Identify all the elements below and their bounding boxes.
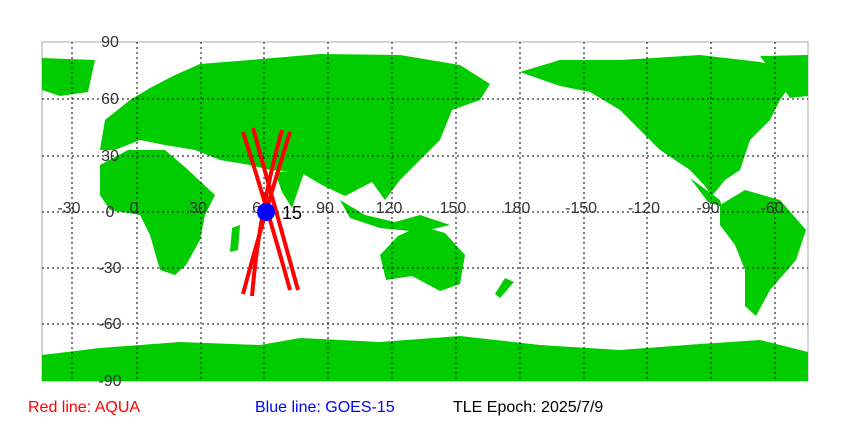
longitude-label: -150 xyxy=(565,200,597,217)
north-america xyxy=(520,55,800,196)
central-america xyxy=(690,178,722,207)
india xyxy=(275,170,305,208)
latitude-label: 30 xyxy=(101,148,119,165)
indonesia xyxy=(340,200,450,232)
greenland-west xyxy=(42,58,95,96)
japan xyxy=(425,115,445,145)
longitude-label: 90 xyxy=(316,200,334,217)
antarctica xyxy=(42,336,808,381)
latitude-label: 60 xyxy=(101,91,119,108)
legend-red: Red line: AQUA xyxy=(28,399,141,416)
latitude-label: 0 xyxy=(106,204,115,221)
south-america xyxy=(720,190,806,316)
goes-15-marker[interactable] xyxy=(257,203,275,221)
greenland xyxy=(760,55,808,98)
aqua-label: 15 xyxy=(282,203,302,223)
longitude-label: 180 xyxy=(504,200,531,217)
latitude-label: -90 xyxy=(98,373,121,390)
longitude-label: -60 xyxy=(760,200,783,217)
graticule xyxy=(42,42,808,381)
legend-epoch: TLE Epoch: 2025/7/9 xyxy=(453,399,604,416)
latitude-label: -30 xyxy=(98,260,121,277)
new-zealand xyxy=(495,278,514,298)
longitude-label: -30 xyxy=(57,200,80,217)
madagascar xyxy=(230,225,240,252)
legend-blue: Blue line: GOES-15 xyxy=(255,399,395,416)
longitude-label: -90 xyxy=(696,200,719,217)
track-segment xyxy=(251,127,300,291)
longitude-label: 0 xyxy=(130,200,139,217)
longitude-label: -120 xyxy=(628,200,660,217)
longitude-label: 150 xyxy=(440,200,467,217)
latitude-labels: 90 60 30 0 -30 -60 -90 xyxy=(98,34,121,390)
longitude-label: 30 xyxy=(189,200,207,217)
latitude-label: 90 xyxy=(101,34,119,51)
latitude-label: -60 xyxy=(98,316,121,333)
australia xyxy=(380,226,465,291)
longitude-label: 120 xyxy=(376,200,403,217)
